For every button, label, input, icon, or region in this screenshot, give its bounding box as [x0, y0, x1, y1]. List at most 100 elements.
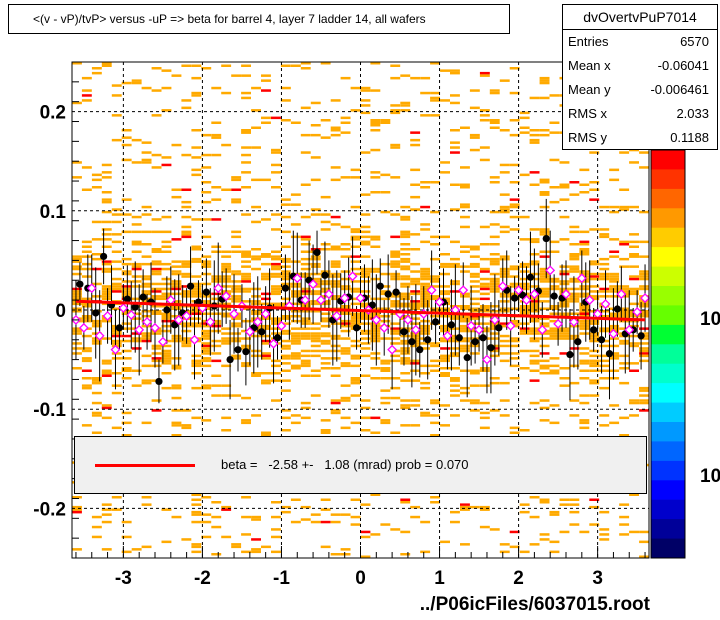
histogram-cell	[151, 218, 162, 221]
histogram-cell	[440, 540, 450, 544]
histogram-cell	[111, 220, 122, 224]
histogram-cell	[440, 262, 450, 266]
histogram-cell	[539, 250, 550, 253]
histogram-cell	[221, 342, 232, 345]
histogram-cell	[619, 312, 630, 315]
histogram-cell	[629, 369, 639, 372]
histogram-cell	[350, 86, 361, 90]
histogram-cell	[360, 315, 371, 318]
histogram-cell	[489, 243, 500, 246]
profile-marker	[78, 322, 89, 333]
histogram-cell	[350, 235, 361, 239]
histogram-cell	[81, 319, 92, 323]
histogram-cell	[171, 337, 182, 340]
histogram-cell	[181, 215, 192, 219]
histogram-cell	[121, 198, 132, 201]
profile-point	[463, 354, 471, 362]
profile-point	[518, 291, 527, 299]
histogram-cell	[131, 79, 142, 82]
stats-row-rms-x: RMS x 2.033	[563, 102, 717, 126]
histogram-cell	[330, 513, 341, 516]
histogram-cell	[489, 89, 500, 92]
histogram-cell	[141, 334, 152, 338]
histogram-cell	[519, 282, 530, 286]
histogram-cell	[72, 367, 82, 370]
histogram-cell	[191, 156, 202, 159]
histogram-cell	[221, 416, 232, 420]
histogram-cell	[280, 230, 291, 234]
histogram-cell	[489, 257, 500, 261]
histogram-cell	[320, 319, 331, 323]
histogram-cell	[360, 270, 371, 273]
histogram-cell	[430, 501, 440, 504]
profile-marker	[110, 344, 121, 355]
histogram-cell	[539, 317, 550, 320]
histogram-cell	[340, 426, 351, 430]
histogram-cell	[81, 262, 92, 266]
histogram-cell	[509, 203, 520, 206]
histogram-cell	[440, 359, 450, 363]
histogram-cell	[350, 379, 361, 382]
histogram-cell	[400, 104, 411, 107]
histogram-cell	[450, 101, 460, 105]
histogram-cell	[509, 322, 520, 325]
histogram-cell	[400, 362, 411, 365]
histogram-cell	[599, 267, 610, 271]
histogram-cell	[400, 205, 411, 209]
histogram-cell	[619, 416, 630, 420]
histogram-cell	[300, 305, 311, 308]
palette-tick-label: 10	[700, 466, 720, 487]
histogram-cell	[569, 181, 580, 184]
histogram-cell	[539, 364, 550, 368]
histogram-cell	[91, 391, 102, 395]
histogram-cell	[251, 267, 261, 271]
histogram-cell	[231, 270, 242, 273]
histogram-cell	[111, 384, 122, 387]
histogram-cell	[489, 210, 500, 214]
histogram-cell	[211, 553, 222, 556]
histogram-cell	[101, 406, 112, 410]
histogram-cell	[609, 337, 620, 340]
histogram-cell	[181, 262, 192, 266]
stats-value: 0.1188	[670, 130, 709, 145]
histogram-cell	[479, 277, 490, 281]
histogram-cell	[619, 319, 630, 323]
histogram-cell	[81, 315, 92, 318]
histogram-cell	[101, 337, 112, 340]
histogram-cell	[131, 243, 142, 246]
histogram-cell	[559, 305, 570, 308]
histogram-cell	[271, 399, 281, 402]
histogram-cell	[559, 270, 570, 273]
profile-point	[431, 318, 440, 326]
histogram-cell	[460, 295, 470, 298]
histogram-cell	[72, 287, 82, 291]
histogram-cell	[400, 265, 411, 268]
histogram-cell	[410, 317, 421, 320]
histogram-cell	[579, 285, 590, 288]
histogram-cell	[231, 300, 242, 303]
histogram-cell	[469, 297, 480, 301]
histogram-cell	[211, 394, 222, 397]
histogram-cell	[91, 220, 102, 224]
histogram-cell	[131, 275, 142, 278]
histogram-cell	[290, 235, 301, 239]
profile-point	[273, 334, 282, 342]
histogram-cell	[241, 96, 251, 100]
palette-segment	[651, 324, 685, 345]
histogram-cell	[241, 74, 251, 77]
histogram-cell	[310, 354, 321, 358]
histogram-cell	[72, 260, 82, 263]
histogram-cell	[251, 349, 261, 353]
histogram-cell	[300, 416, 311, 420]
histogram-cell	[579, 362, 590, 365]
histogram-cell	[539, 324, 550, 328]
histogram-cell	[151, 344, 162, 348]
histogram-cell	[191, 94, 202, 97]
histogram-cell	[360, 342, 371, 345]
histogram-cell	[559, 312, 570, 315]
histogram-cell	[211, 275, 222, 278]
histogram-cell	[310, 394, 321, 397]
histogram-cell	[579, 272, 590, 276]
histogram-cell	[201, 133, 212, 137]
histogram-cell	[579, 250, 590, 253]
